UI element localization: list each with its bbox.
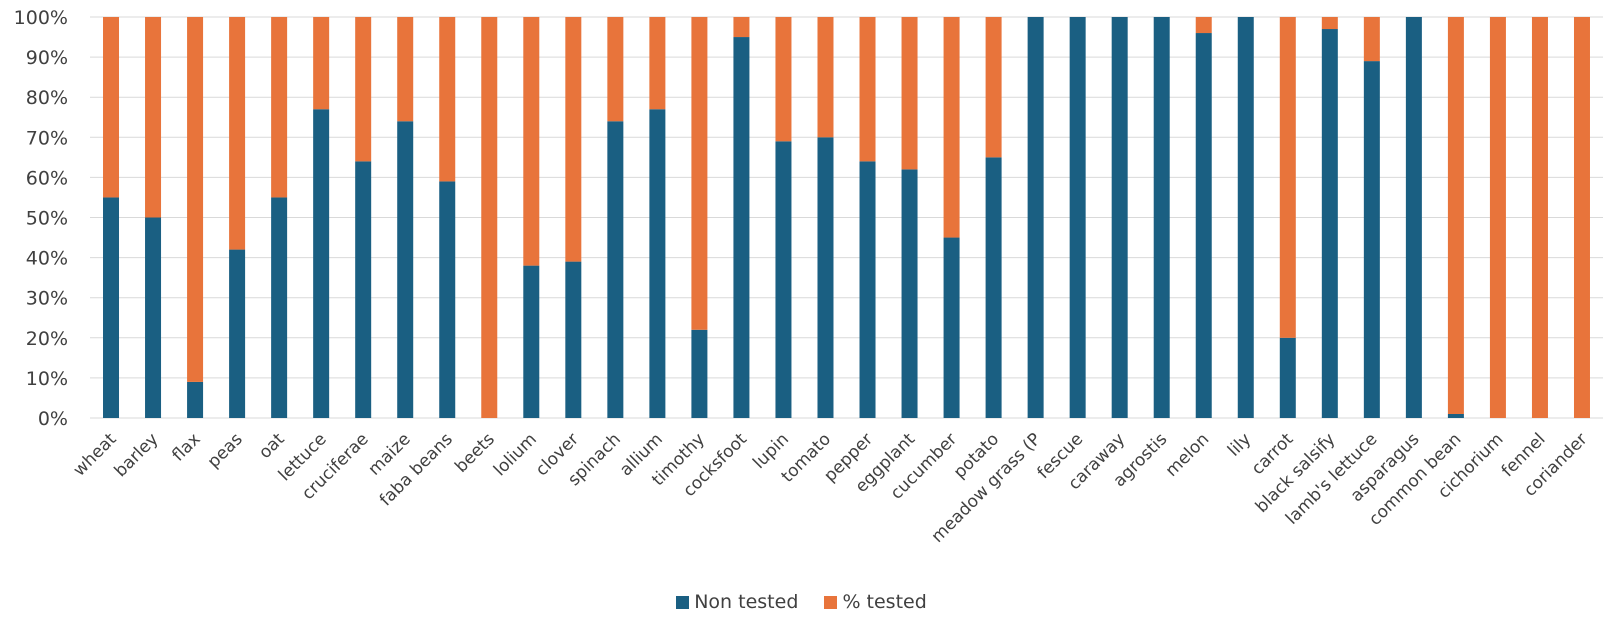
bar-segment-non-tested: [1279, 337, 1296, 418]
bar-segment-tested: [1573, 17, 1590, 418]
x-tick-label: lolium: [490, 429, 541, 480]
bar-segment-tested: [313, 17, 330, 110]
legend-label-tested: % tested: [842, 591, 927, 613]
bar-segment-non-tested: [103, 197, 120, 418]
bar-segment-tested: [229, 17, 246, 250]
bar-segment-tested: [565, 17, 582, 262]
bar-segment-tested: [649, 17, 666, 110]
bar-segment-tested: [481, 17, 498, 418]
bar-segment-tested: [1195, 17, 1212, 34]
legend-item-tested: % tested: [824, 591, 927, 613]
y-tick-label: 70%: [26, 127, 68, 149]
bar-segment-non-tested: [1321, 29, 1338, 419]
bar-segment-tested: [1363, 17, 1380, 62]
bars: [103, 17, 1590, 419]
bar-segment-tested: [1321, 17, 1338, 30]
bar-segment-tested: [775, 17, 792, 142]
bar-segment-tested: [187, 17, 204, 382]
x-tick-label: lily: [1224, 429, 1255, 460]
y-tick-label: 100%: [14, 7, 68, 29]
bar-segment-non-tested: [229, 249, 246, 418]
bar-segment-non-tested: [943, 237, 960, 418]
bar-segment-non-tested: [901, 169, 918, 418]
bar-segment-tested: [607, 17, 624, 122]
bar-segment-non-tested: [691, 329, 708, 418]
bar-segment-tested: [271, 17, 288, 198]
x-tick-label: wheat: [69, 429, 120, 480]
bar-segment-non-tested: [1405, 17, 1422, 418]
bar-segment-non-tested: [565, 261, 582, 418]
bar-segment-non-tested: [271, 197, 288, 418]
bar-segment-tested: [859, 17, 876, 162]
y-axis-ticks: 0% 10% 20% 30% 40% 50% 60% 70% 80% 90% 100%: [14, 7, 68, 430]
bar-segment-non-tested: [1237, 17, 1254, 418]
bar-segment-tested: [943, 17, 960, 238]
gridlines: [90, 16, 1603, 419]
bar-segment-non-tested: [1111, 17, 1128, 418]
bar-segment-non-tested: [313, 109, 330, 418]
y-tick-label: 60%: [26, 167, 68, 189]
bar-segment-non-tested: [523, 265, 540, 418]
bar-segment-tested: [103, 17, 120, 198]
x-tick-label: oat: [255, 429, 289, 463]
bar-segment-non-tested: [145, 217, 162, 418]
y-tick-label: 10%: [26, 368, 68, 390]
bar-segment-non-tested: [817, 137, 834, 419]
bar-segment-tested: [439, 17, 456, 182]
y-tick-label: 80%: [26, 87, 68, 109]
y-tick-label: 20%: [26, 328, 68, 350]
y-tick-label: 30%: [26, 288, 68, 310]
bar-segment-non-tested: [733, 37, 750, 419]
bar-segment-tested: [1447, 17, 1464, 414]
bar-segment-non-tested: [397, 121, 414, 418]
y-tick-label: 90%: [26, 47, 68, 69]
bar-segment-non-tested: [649, 109, 666, 418]
y-tick-label: 40%: [26, 248, 68, 270]
x-tick-label: melon: [1162, 429, 1214, 481]
bar-segment-tested: [523, 17, 540, 266]
bar-segment-non-tested: [1447, 413, 1464, 418]
bar-segment-non-tested: [1195, 33, 1212, 418]
bar-segment-tested: [691, 17, 708, 330]
bar-segment-non-tested: [439, 181, 456, 418]
x-tick-label: flax: [168, 429, 204, 465]
bar-segment-non-tested: [1153, 17, 1170, 418]
legend: Non tested % tested: [0, 591, 1603, 614]
legend-item-non-tested: Non tested: [676, 591, 798, 613]
legend-swatch-non-tested: [676, 595, 690, 609]
bar-segment-non-tested: [1027, 17, 1044, 418]
bar-segment-tested: [1531, 17, 1548, 418]
y-tick-label: 0%: [38, 408, 68, 430]
bar-segment-tested: [397, 17, 414, 122]
bar-segment-non-tested: [355, 161, 372, 419]
bar-segment-tested: [1489, 17, 1506, 418]
x-tick-label: barley: [111, 429, 163, 481]
bar-segment-non-tested: [985, 157, 1002, 418]
bar-segment-non-tested: [187, 381, 204, 418]
bar-segment-tested: [355, 17, 372, 162]
bar-segment-tested: [901, 17, 918, 170]
bar-segment-non-tested: [1069, 17, 1086, 418]
x-tick-label: peas: [204, 429, 247, 472]
legend-label-non-tested: Non tested: [694, 591, 799, 613]
stacked-bar-chart: 0%10%20%30%40%50%60%70%80%90%100% wheatb…: [14, 7, 1603, 547]
bar-segment-non-tested: [1363, 61, 1380, 419]
legend-swatch-tested: [824, 595, 838, 609]
y-tick-label: 50%: [26, 208, 68, 230]
bar-segment-tested: [985, 17, 1002, 158]
bar-segment-tested: [145, 17, 162, 218]
bar-segment-non-tested: [775, 141, 792, 418]
bar-segment-non-tested: [607, 121, 624, 418]
bar-segment-tested: [733, 17, 750, 38]
x-tick-label: beets: [451, 429, 499, 477]
bar-segment-non-tested: [859, 161, 876, 419]
bar-segment-tested: [1279, 17, 1296, 338]
bar-segment-tested: [817, 17, 834, 138]
